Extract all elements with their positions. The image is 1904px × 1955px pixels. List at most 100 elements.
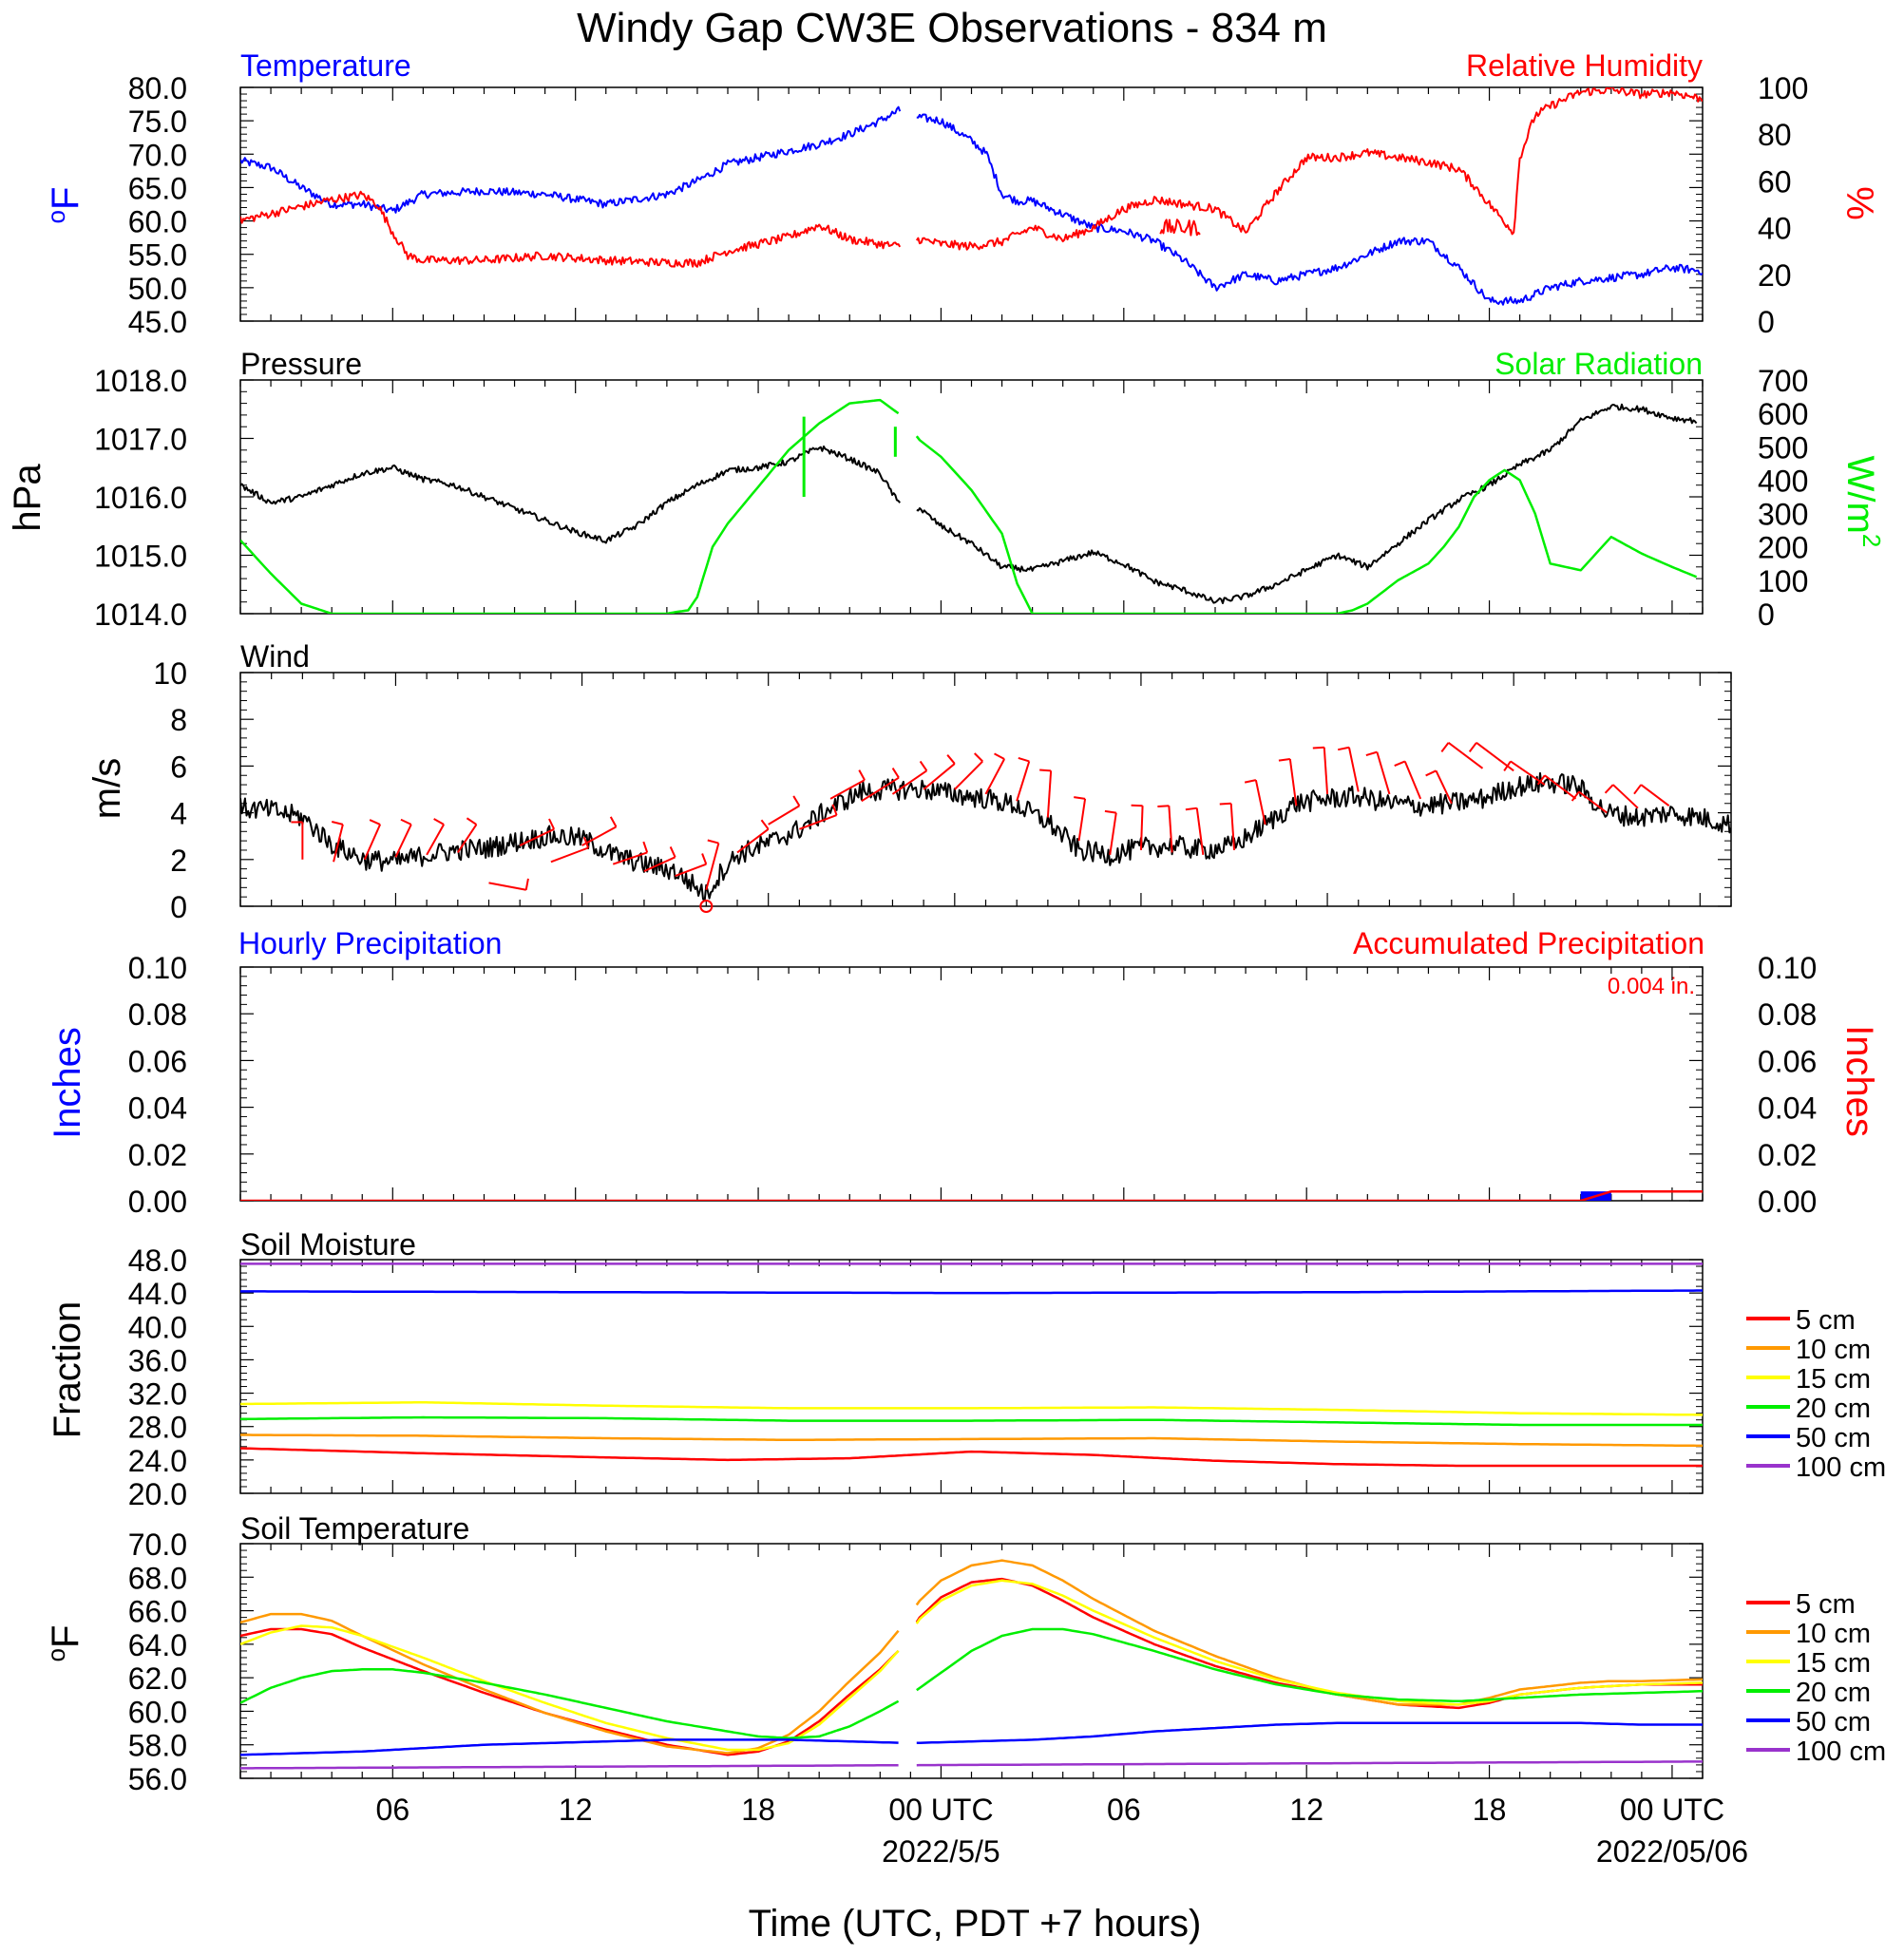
wind-barb-flag bbox=[1394, 760, 1406, 768]
soil-moisture-title: Soil Moisture bbox=[240, 1227, 416, 1262]
solar-unit: W/m2 bbox=[1839, 456, 1886, 548]
solar-title: Solar Radiation bbox=[1495, 347, 1703, 381]
wind-barb bbox=[1612, 784, 1639, 809]
wind-barb-flag bbox=[858, 769, 866, 781]
plot-area bbox=[240, 1559, 1703, 1770]
x-date-label: 2022/5/5 bbox=[882, 1834, 1000, 1869]
y-tick-label: 10 bbox=[153, 656, 187, 691]
wind-barb bbox=[1323, 747, 1329, 794]
y-tick-label: 48.0 bbox=[128, 1243, 187, 1278]
series-line-100cm bbox=[240, 1760, 1703, 1770]
wind-barb-flag bbox=[669, 845, 676, 858]
wind-barb bbox=[519, 827, 555, 846]
wind-barb bbox=[1046, 770, 1053, 818]
plot-press-solar: 1018.0 1017.0 1016.0 1015.0 1014.0 7006005004… bbox=[94, 364, 1808, 632]
y-tick-label: 68.0 bbox=[128, 1561, 187, 1595]
y2-tick-label: 400 bbox=[1758, 464, 1808, 498]
wind-barb-flag bbox=[1219, 802, 1231, 806]
wind-barb-flag bbox=[1157, 805, 1170, 808]
wind-barb-flag bbox=[1278, 758, 1290, 762]
x-tick-label: 18 bbox=[1473, 1793, 1507, 1827]
series-line-15cm bbox=[240, 1579, 1703, 1752]
y-tick-label: 20.0 bbox=[128, 1477, 187, 1511]
legend-label: 5 cm bbox=[1796, 1589, 1856, 1620]
wind-barb-flag bbox=[1604, 784, 1614, 794]
wind-barb-flag bbox=[919, 760, 928, 771]
y2-tick-label: 100 bbox=[1758, 564, 1808, 598]
wind-barb-flag bbox=[1104, 809, 1116, 814]
y2-tick-label: 40 bbox=[1758, 212, 1792, 246]
y-tick-label: 0.06 bbox=[128, 1044, 187, 1078]
rh-title: Relative Humidity bbox=[1466, 48, 1703, 83]
x-date-label: 2022/05/06 bbox=[1596, 1834, 1748, 1869]
y2-tick-label: 300 bbox=[1758, 498, 1808, 532]
wind-barb-flag bbox=[548, 818, 556, 830]
accum-precip-title: Accumulated Precipitation bbox=[1353, 926, 1704, 960]
plot-area bbox=[240, 1189, 1703, 1201]
wind-barb bbox=[829, 779, 866, 800]
wind-barb-flag bbox=[1039, 769, 1052, 772]
wind-barb bbox=[363, 824, 382, 861]
y-tick-label: 50.0 bbox=[128, 272, 187, 306]
chart-title: Windy Gap CW3E Observations - 834 m bbox=[577, 5, 1327, 51]
panel-soil-temperature: Soil Temperature oF bbox=[42, 1511, 469, 1661]
y-tick-label: 60.0 bbox=[128, 205, 187, 239]
legend-label: 10 cm bbox=[1796, 1619, 1871, 1649]
wind-barb bbox=[799, 814, 837, 830]
x-tick-label: 06 bbox=[376, 1793, 410, 1827]
wind-barb-flag bbox=[1365, 750, 1378, 756]
wind-barb bbox=[1640, 784, 1670, 807]
panel-pressure-solar: Pressure Solar Radiation hPa W/m2 bbox=[7, 347, 1886, 547]
wind-barb-flag bbox=[1185, 807, 1197, 811]
series-line-20cm bbox=[240, 1415, 1703, 1427]
y2-tick-label: 0.08 bbox=[1758, 997, 1817, 1032]
x-tick-label: 06 bbox=[1107, 1793, 1141, 1827]
series-line bbox=[240, 771, 1731, 902]
y-tick-label: 1018.0 bbox=[94, 364, 187, 398]
x-axis-label: Time (UTC, PDT +7 hours) bbox=[749, 1903, 1202, 1945]
wind-barb-flag bbox=[831, 804, 838, 816]
wind-barb bbox=[1077, 798, 1087, 842]
wind-barb bbox=[1139, 806, 1144, 850]
y-tick-label: 60.0 bbox=[128, 1695, 187, 1729]
y-tick-label: 0.02 bbox=[128, 1138, 187, 1172]
legend-label: 15 cm bbox=[1796, 1364, 1871, 1395]
wind-barb-flag bbox=[1503, 760, 1512, 771]
wind-title: Wind bbox=[240, 639, 310, 674]
wind-barb bbox=[333, 824, 344, 863]
y2-tick-label: 0.00 bbox=[1758, 1185, 1817, 1219]
hourly-precip-unit: Inches bbox=[47, 1027, 88, 1139]
y-tick-label: 64.0 bbox=[128, 1628, 187, 1662]
y-tick-label: 24.0 bbox=[128, 1444, 187, 1478]
y2-tick-label: 0.06 bbox=[1758, 1044, 1817, 1078]
legend-label: 50 cm bbox=[1796, 1423, 1871, 1453]
wind-barb-flag bbox=[524, 878, 529, 890]
y2-tick-label: 0 bbox=[1758, 305, 1775, 339]
wind-barb-flag bbox=[1074, 796, 1086, 800]
panel-precipitation: Hourly Precipitation Accumulated Precipi… bbox=[47, 926, 1880, 1139]
wind-barb bbox=[954, 760, 983, 790]
y-tick-label: 6 bbox=[170, 750, 187, 784]
wind-barb-flag bbox=[1571, 790, 1580, 802]
wind-barb bbox=[675, 863, 707, 877]
plot-area bbox=[240, 742, 1731, 902]
legend-label: 5 cm bbox=[1796, 1305, 1856, 1336]
plot-area bbox=[240, 398, 1698, 614]
wind-unit: m/s bbox=[86, 758, 128, 819]
series-line bbox=[240, 87, 1703, 268]
wind-barb bbox=[1168, 806, 1173, 853]
wind-barb bbox=[1016, 761, 1031, 802]
series-line bbox=[1159, 218, 1201, 237]
plot-temp-rh: 80.075.070.065.060.055.050.045.0 100 80 60 4… bbox=[128, 71, 1809, 339]
y-tick-label: 44.0 bbox=[128, 1277, 187, 1311]
wind-barb bbox=[394, 824, 412, 858]
wind-barb bbox=[768, 805, 800, 826]
y-tick-label: 32.0 bbox=[128, 1377, 187, 1412]
wind-barb bbox=[923, 763, 956, 790]
wind-barb bbox=[1376, 751, 1391, 795]
wind-barb-flag bbox=[1440, 742, 1450, 752]
wind-barb-flag bbox=[760, 819, 770, 830]
plot-area bbox=[240, 87, 1703, 306]
